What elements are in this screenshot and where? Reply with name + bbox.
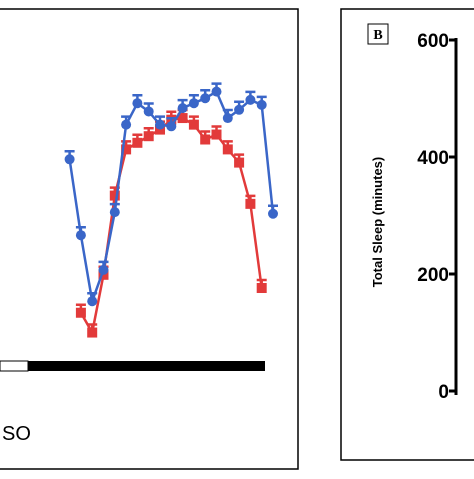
- data-point: [177, 113, 188, 124]
- panel-b-y-ticks: 0 200 400 600: [417, 31, 456, 403]
- data-point: [87, 327, 98, 338]
- data-point: [188, 98, 199, 109]
- data-point: [166, 121, 177, 132]
- y-tick-label: 400: [417, 148, 449, 169]
- panel-b-label-box: [367, 23, 389, 45]
- data-point: [211, 129, 222, 140]
- dark-period-bar: [28, 361, 265, 371]
- data-point: [121, 119, 132, 130]
- data-point: [109, 207, 120, 218]
- data-point: [245, 198, 256, 209]
- series-line: [79, 116, 263, 337]
- y-tick-label: 200: [417, 265, 449, 286]
- data-point: [132, 98, 143, 109]
- panel-b-label: B: [373, 28, 382, 43]
- data-point: [211, 86, 222, 97]
- y-tick-label: 600: [417, 31, 449, 52]
- data-point: [87, 296, 98, 307]
- data-point: [64, 154, 75, 165]
- series-red: [75, 108, 267, 338]
- data-point: [121, 144, 132, 155]
- data-point: [268, 208, 278, 219]
- panel-b-frame: [340, 8, 474, 461]
- data-point: [109, 190, 120, 201]
- data-point: [256, 283, 267, 293]
- data-point: [143, 106, 154, 117]
- series-blue: [64, 82, 278, 307]
- data-point: [98, 264, 109, 275]
- data-point: [234, 104, 245, 115]
- data-point: [200, 134, 211, 145]
- data-point: [155, 119, 165, 130]
- data-point: [132, 137, 143, 148]
- data-point: [200, 93, 211, 104]
- data-point: [75, 307, 86, 318]
- data-point: [222, 113, 233, 124]
- y-tick-label: 0: [438, 382, 449, 403]
- data-point: [222, 144, 233, 155]
- data-point: [143, 131, 154, 142]
- panel-b-y-axis-label: Total Sleep (minutes): [370, 157, 385, 288]
- legend-label-so: SO: [2, 423, 31, 445]
- data-point: [256, 99, 267, 110]
- data-point: [245, 94, 256, 105]
- light-period-bar: [0, 360, 29, 372]
- data-point: [75, 230, 86, 241]
- data-point: [234, 157, 245, 168]
- panel-a-frame: [0, 8, 299, 470]
- data-point: [177, 103, 188, 114]
- data-point: [188, 119, 199, 130]
